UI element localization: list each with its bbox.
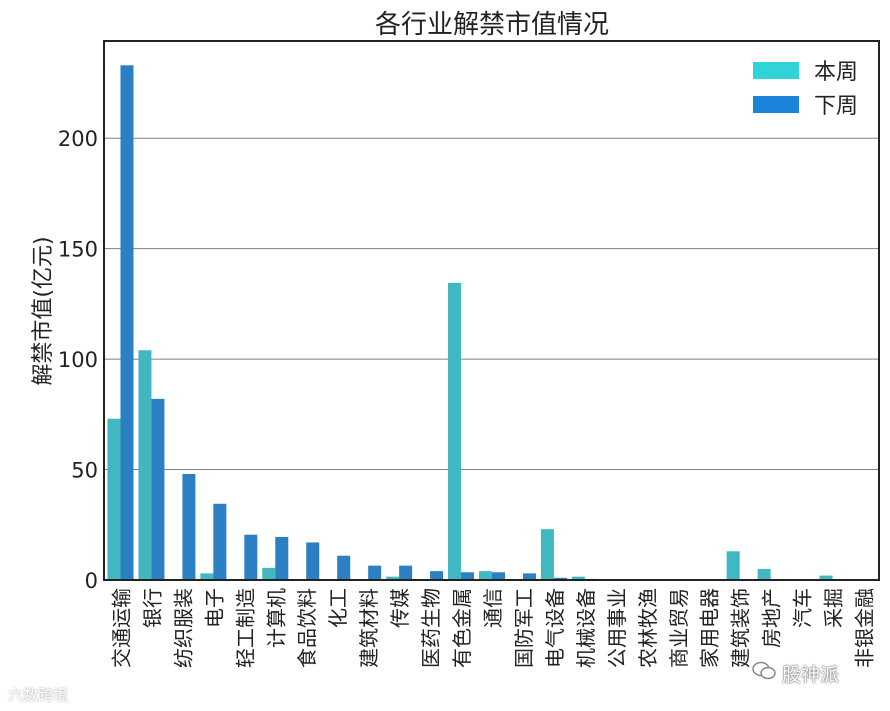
bar-next-week-10 (430, 571, 444, 580)
bar-next-week-1 (151, 398, 165, 580)
gridlines (105, 137, 879, 471)
x-tick-label: 采掘 (822, 588, 846, 628)
x-axis: 交通运输 银行 纺织服装 电子 轻工制造 计算机 食品饮料 化工 建筑材料 传媒 医药生物 有色金属通… (109, 588, 876, 668)
x-tick-label: 建筑材料 (357, 588, 381, 668)
x-tick-label: 通信 (481, 588, 505, 628)
bar-next-week-13 (522, 573, 536, 580)
bar-this-week-5 (262, 567, 276, 580)
bar-this-week-0 (107, 418, 121, 580)
bar-this-week-9 (386, 576, 400, 580)
x-tick-label: 电子 (202, 588, 226, 628)
bar-next-week-8 (368, 565, 382, 580)
bar-this-week-3 (200, 573, 214, 580)
y-axis-label: 解禁市值(亿元) (31, 236, 56, 385)
x-tick-label: 汽车 (791, 588, 815, 628)
bar-this-week-1 (138, 350, 152, 580)
y-tick-label: 0 (85, 569, 98, 593)
legend-label-0: 本周 (814, 60, 858, 85)
watermark-left: 六数跨境 (8, 686, 69, 704)
x-tick-label: 建筑装饰 (729, 588, 753, 668)
bar-next-week-11 (461, 572, 475, 580)
x-tick-label: 银行 (140, 588, 164, 628)
y-tick-label: 50 (71, 459, 98, 483)
x-tick-label: 非银金融 (853, 588, 877, 668)
x-tick-label: 化工 (326, 588, 350, 628)
x-tick-label: 纺织服装 (171, 588, 195, 668)
bar-this-week-20 (726, 551, 740, 580)
bar-next-week-12 (492, 572, 506, 580)
bar-this-week-11 (448, 282, 462, 580)
bar-this-week-12 (478, 571, 492, 580)
x-tick-label: 商业贸易 (667, 588, 691, 668)
x-tick-label: 传媒 (388, 588, 412, 628)
bar-next-week-5 (275, 536, 289, 580)
y-tick-label: 200 (58, 127, 98, 151)
x-tick-label: 有色金属 (450, 588, 474, 668)
bar-this-week-21 (757, 568, 771, 580)
y-tick-label: 150 (58, 238, 98, 262)
bar-this-week-15 (571, 576, 585, 580)
x-tick-label: 机械设备 (574, 588, 598, 668)
x-tick-label: 房地产 (760, 588, 784, 648)
bar-next-week-7 (337, 555, 351, 580)
bar-next-week-4 (244, 534, 258, 580)
bar-next-week-14 (553, 577, 567, 580)
bar-next-week-0 (120, 65, 134, 580)
x-tick-label: 计算机 (264, 588, 288, 648)
bars (107, 65, 833, 580)
legend-swatch-0 (753, 62, 799, 79)
x-tick-label: 交通运输 (109, 588, 133, 668)
watermark-right: 股神派 (752, 660, 839, 687)
legend-label-1: 下周 (814, 94, 858, 119)
bar-this-week-23 (819, 575, 833, 580)
y-tick-label: 100 (58, 348, 98, 372)
x-tick-label: 农林牧渔 (636, 588, 660, 668)
wechat-icon (752, 661, 776, 686)
x-tick-label: 家用电器 (698, 588, 722, 668)
y-axis: 0 50 100 150 200 (58, 127, 98, 593)
x-tick-label: 国防军工 (512, 588, 536, 668)
bar-next-week-2 (182, 473, 196, 580)
x-tick-label: 食品饮料 (295, 588, 319, 668)
x-tick-label: 轻工制造 (233, 588, 257, 668)
bar-next-week-6 (306, 542, 320, 580)
x-tick-label: 公用事业 (605, 588, 629, 668)
legend-swatch-1 (753, 96, 799, 113)
x-tick-label: 电气设备 (543, 588, 567, 668)
bar-next-week-3 (213, 503, 227, 580)
x-tick-label: 医药生物 (419, 588, 443, 668)
bar-this-week-14 (540, 529, 554, 580)
watermark-right-text: 股神派 (782, 664, 840, 686)
plot-frame (103, 40, 880, 581)
chart-title: 各行业解禁市值情况 (375, 10, 609, 40)
bar-next-week-9 (399, 565, 413, 580)
